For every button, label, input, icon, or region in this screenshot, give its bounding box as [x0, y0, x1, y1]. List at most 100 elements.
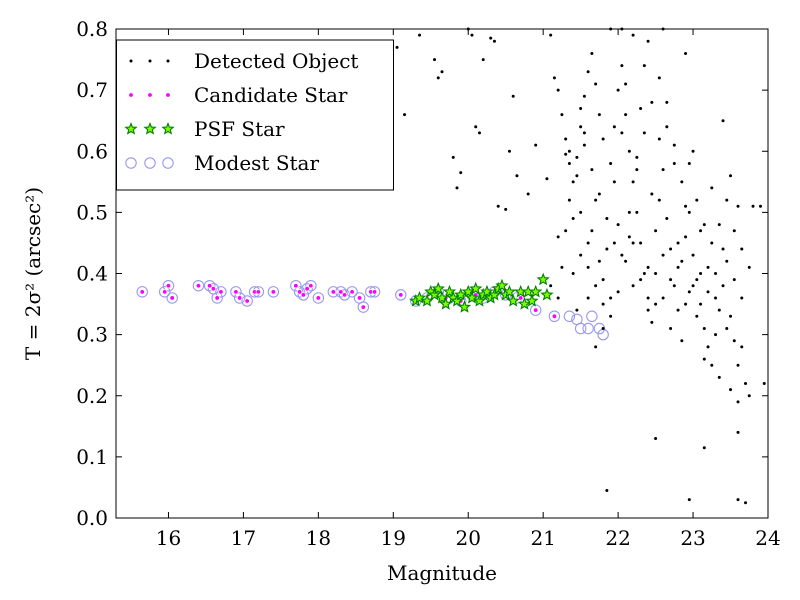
- detected-object-point: [687, 498, 691, 502]
- detected-object-point: [747, 265, 751, 269]
- detected-object-point: [665, 125, 669, 129]
- candidate-star-point: [308, 283, 314, 289]
- modest-star-point: [529, 304, 542, 316]
- candidate-star-point: [236, 295, 243, 301]
- detected-object-point: [710, 186, 714, 190]
- legend-label: PSF Star: [194, 117, 285, 141]
- detected-object-point: [672, 284, 676, 288]
- detected-object-point: [717, 223, 721, 227]
- psf-star-point: [472, 294, 487, 307]
- detected-object-point: [732, 278, 736, 282]
- detected-object-point: [620, 131, 624, 135]
- detected-object-point: [624, 113, 628, 117]
- detected-object-point: [601, 302, 605, 306]
- detected-object-point: [635, 155, 639, 159]
- legend-marker: [147, 92, 153, 98]
- x-tick-label: 17: [231, 526, 256, 550]
- psf-star-point: [540, 287, 554, 301]
- modest-star-point: [574, 322, 587, 335]
- detected-object-point: [549, 284, 553, 288]
- detected-object-point: [710, 363, 714, 367]
- detected-object-point: [684, 302, 688, 306]
- x-tick-label: 18: [306, 526, 331, 550]
- x-tick-label: 19: [381, 526, 406, 550]
- detected-object-point: [669, 278, 673, 282]
- detected-object-point: [702, 327, 706, 331]
- detected-object-point: [552, 76, 556, 80]
- detected-object-point: [511, 94, 515, 98]
- psf-star-point: [431, 281, 445, 295]
- modest-star-point: [597, 328, 609, 341]
- detected-object-point: [665, 216, 669, 220]
- detected-object-point: [642, 272, 646, 275]
- detected-object-point: [762, 382, 766, 386]
- candidate-star-point: [398, 292, 404, 298]
- detected-object-point: [582, 143, 586, 147]
- candidate-star-point: [270, 289, 277, 295]
- x-tick-label: 22: [605, 526, 630, 550]
- legend-label: Modest Star: [194, 151, 319, 175]
- detected-object-point: [601, 278, 605, 282]
- psf-star-point: [506, 294, 520, 307]
- detected-object-point: [601, 137, 605, 141]
- detected-object-point: [654, 229, 658, 233]
- detected-object-point: [729, 174, 733, 178]
- detected-object-point: [403, 113, 407, 117]
- detected-object-point: [732, 229, 736, 233]
- detected-object-point: [556, 88, 560, 92]
- modest-star-point: [338, 289, 351, 301]
- detected-object-point: [695, 278, 699, 282]
- detected-object-point: [579, 125, 583, 129]
- candidate-star-point: [371, 289, 378, 295]
- legend-marker: [162, 157, 174, 169]
- detected-object-point: [586, 296, 590, 300]
- candidate-star-point: [341, 292, 348, 298]
- modest-star-point: [301, 283, 313, 295]
- detected-object-point: [639, 241, 643, 245]
- detected-object-point: [564, 137, 568, 141]
- detected-object-point: [661, 168, 665, 172]
- psf-star-point: [465, 290, 479, 304]
- candidate-star-point: [214, 295, 220, 301]
- modest-star-point: [290, 279, 302, 292]
- detected-object-point: [725, 259, 729, 263]
- detected-object-point: [571, 216, 575, 220]
- detected-object-point: [534, 143, 538, 147]
- modest-star-point: [395, 289, 407, 301]
- detected-object-point: [665, 100, 669, 104]
- modest-star-point: [203, 279, 216, 292]
- detected-object-point: [676, 308, 680, 312]
- detected-object-point: [616, 290, 620, 294]
- modest-star-point: [162, 279, 175, 292]
- detected-object-point: [560, 265, 564, 269]
- detected-object-point: [669, 247, 673, 251]
- modest-star-point: [305, 279, 317, 292]
- psf-star-point: [442, 284, 457, 298]
- modest-star-point: [192, 279, 205, 292]
- detected-object-point: [477, 131, 481, 135]
- detected-object-point: [504, 207, 508, 211]
- candidate-star-point: [233, 289, 239, 295]
- psf-star-point: [517, 297, 532, 310]
- psf-star-point: [457, 300, 472, 313]
- detected-object-point: [646, 39, 650, 43]
- detected-object-point: [556, 235, 560, 239]
- detected-object-point: [609, 314, 613, 318]
- legend: Detected Object Candidate Star PSF Star Mod…: [116, 39, 394, 191]
- detected-object-point: [714, 333, 718, 337]
- detected-object-point: [549, 33, 553, 37]
- modest-star-point: [267, 286, 280, 298]
- detected-object-point: [526, 192, 530, 196]
- legend-marker: [143, 122, 157, 135]
- psf-star-point: [454, 287, 468, 301]
- detected-object-point: [695, 198, 699, 202]
- detected-object-point: [654, 272, 658, 275]
- detected-object-point: [612, 125, 616, 129]
- detected-object-point: [744, 501, 748, 505]
- detected-object-point: [646, 296, 650, 300]
- detected-object-point: [459, 171, 463, 175]
- detected-object-point: [575, 174, 579, 178]
- x-tick-label: 20: [456, 526, 481, 550]
- modest-star-point: [297, 289, 310, 301]
- detected-object-point: [639, 278, 643, 282]
